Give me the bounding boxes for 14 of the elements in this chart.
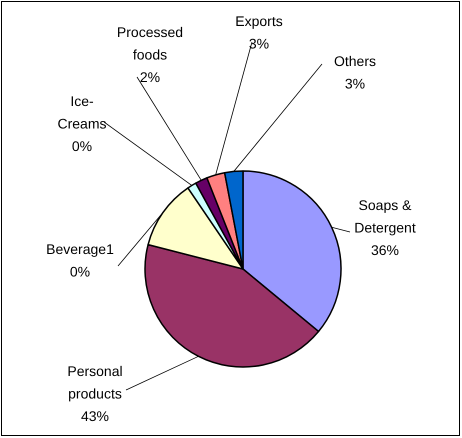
data-label: 36% xyxy=(370,242,400,258)
data-label: 43% xyxy=(80,408,110,424)
slice-label: Ice-Creams xyxy=(57,93,107,132)
slice-label: Soaps & Detergent xyxy=(354,197,416,236)
data-label: 3% xyxy=(344,76,366,92)
slice-label: Personal products xyxy=(67,363,123,402)
data-label: 2% xyxy=(140,69,160,85)
slice-label: Beverage1 xyxy=(46,241,114,257)
data-label: 3% xyxy=(248,36,270,52)
slice-label: Processed foods xyxy=(116,24,184,62)
text: 0% xyxy=(70,264,90,280)
text: 0% xyxy=(72,138,92,154)
slice-label: Others xyxy=(334,53,376,69)
slice-label: Exports xyxy=(235,13,283,29)
